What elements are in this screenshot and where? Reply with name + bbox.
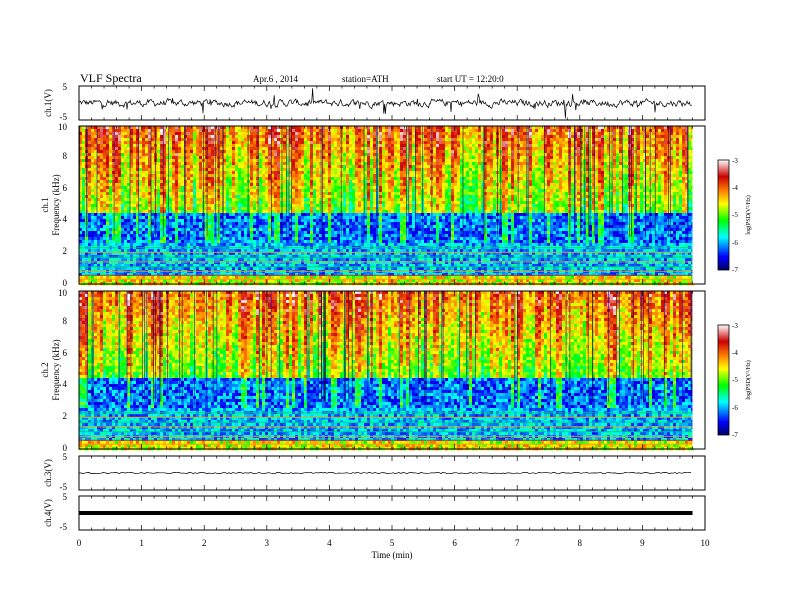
ch4-ytick-top: 5 bbox=[63, 492, 68, 502]
start-time-label: start UT = 12:20:0 bbox=[437, 74, 504, 84]
ch4-waveform-trace bbox=[79, 511, 693, 515]
x-tick-label: 8 bbox=[578, 538, 583, 548]
vlf-spectra-figure: VLF Spectra Apr.6 , 2014 station=ATH sta… bbox=[0, 0, 792, 612]
ch2-colorbar-tick-4: -4 bbox=[732, 349, 738, 357]
x-tick-label: 5 bbox=[390, 538, 395, 548]
ch2-colorbar bbox=[718, 325, 729, 435]
x-tick-label: 4 bbox=[327, 538, 332, 548]
ch2-spectrogram-ylabel-channel: ch.2 bbox=[40, 362, 50, 377]
ch1-colorbar-tick-3: -3 bbox=[732, 157, 738, 165]
ch3-ytick-bottom: -5 bbox=[60, 482, 68, 492]
ch1-ytick-6: 6 bbox=[63, 183, 68, 193]
x-tick-label: 9 bbox=[640, 538, 645, 548]
ch1-colorbar-tick-5: -5 bbox=[732, 211, 738, 219]
ch1-colorbar-tick-4: -4 bbox=[732, 184, 738, 192]
ch1-spectrogram-ylabel-frequency: Frequency (kHz) bbox=[51, 174, 61, 235]
x-tick-label: 7 bbox=[515, 538, 520, 548]
ch2-spectrogram-panel: 0 2 4 6 8 10 ch.2 Frequency (kHz) -3 -4 … bbox=[40, 288, 752, 453]
ch2-ytick-2: 2 bbox=[63, 411, 68, 421]
ch2-colorbar-tick-5: -5 bbox=[732, 376, 738, 384]
ch2-ytick-6: 6 bbox=[63, 348, 68, 358]
date-label: Apr.6 , 2014 bbox=[253, 74, 299, 84]
x-tick-label: 2 bbox=[202, 538, 207, 548]
ch3-waveform-panel: 5 -5 ch.3(V) bbox=[43, 452, 705, 492]
ch2-spectrogram-ylabel-frequency: Frequency (kHz) bbox=[51, 339, 61, 400]
ch2-colorbar-tick-3: -3 bbox=[732, 322, 738, 330]
ch4-ytick-bottom: -5 bbox=[60, 522, 68, 532]
ch1-colorbar-tick-6: -6 bbox=[732, 239, 738, 247]
ch2-ytick-4: 4 bbox=[63, 379, 68, 389]
x-axis-tick-labels: 0 1 2 3 4 5 6 7 8 9 10 bbox=[77, 538, 710, 548]
ch1-ytick-4: 4 bbox=[63, 214, 68, 224]
ch3-waveform-ylabel: ch.3(V) bbox=[43, 459, 53, 487]
ch1-colorbar-tick-7: -7 bbox=[732, 266, 738, 274]
x-tick-label: 3 bbox=[265, 538, 270, 548]
x-tick-label: 0 bbox=[77, 538, 82, 548]
ch1-ytick-0: 0 bbox=[63, 278, 68, 288]
ch1-ytick-2: 2 bbox=[63, 246, 68, 256]
ch4-waveform-panel: 5 -5 ch.4(V) bbox=[43, 492, 705, 532]
ch1-spectrogram-image bbox=[79, 126, 705, 285]
ch1-spectrogram-panel: 0 2 4 6 8 10 ch.1 Frequency (kHz) -3 -4 … bbox=[40, 122, 752, 288]
ch3-ytick-top: 5 bbox=[63, 452, 68, 462]
ch1-ytick-10: 10 bbox=[58, 122, 68, 132]
ch1-colorbar-label: log(PSD(V²/Hz) bbox=[745, 195, 752, 234]
ch1-spectrogram-ylabel-channel: ch.1 bbox=[40, 197, 50, 212]
ch2-ytick-10: 10 bbox=[58, 288, 68, 298]
x-tick-label: 1 bbox=[139, 538, 144, 548]
x-tick-label: 10 bbox=[701, 538, 711, 548]
ch2-spectrogram-image bbox=[79, 291, 705, 450]
ch1-waveform-ylabel: ch.1(V) bbox=[43, 89, 53, 117]
station-label: station=ATH bbox=[342, 74, 389, 84]
ch1-colorbar bbox=[718, 160, 729, 270]
ch2-colorbar-label: log(PSD(V²/Hz) bbox=[745, 360, 752, 399]
ch2-colorbar-tick-6: -6 bbox=[732, 404, 738, 412]
ch1-ytick-top: 5 bbox=[63, 82, 68, 92]
figure-title: VLF Spectra bbox=[80, 71, 142, 85]
x-tick-label: 6 bbox=[452, 538, 457, 548]
x-axis-label: Time (min) bbox=[372, 550, 413, 560]
ch2-colorbar-tick-7: -7 bbox=[732, 431, 738, 439]
ch1-ytick-8: 8 bbox=[63, 151, 68, 161]
ch1-waveform-panel: 5 -5 ch.1(V) bbox=[43, 82, 705, 122]
ch2-ytick-8: 8 bbox=[63, 316, 68, 326]
ch1-ytick-bottom: -5 bbox=[60, 112, 68, 122]
ch4-waveform-ylabel: ch.4(V) bbox=[43, 499, 53, 527]
